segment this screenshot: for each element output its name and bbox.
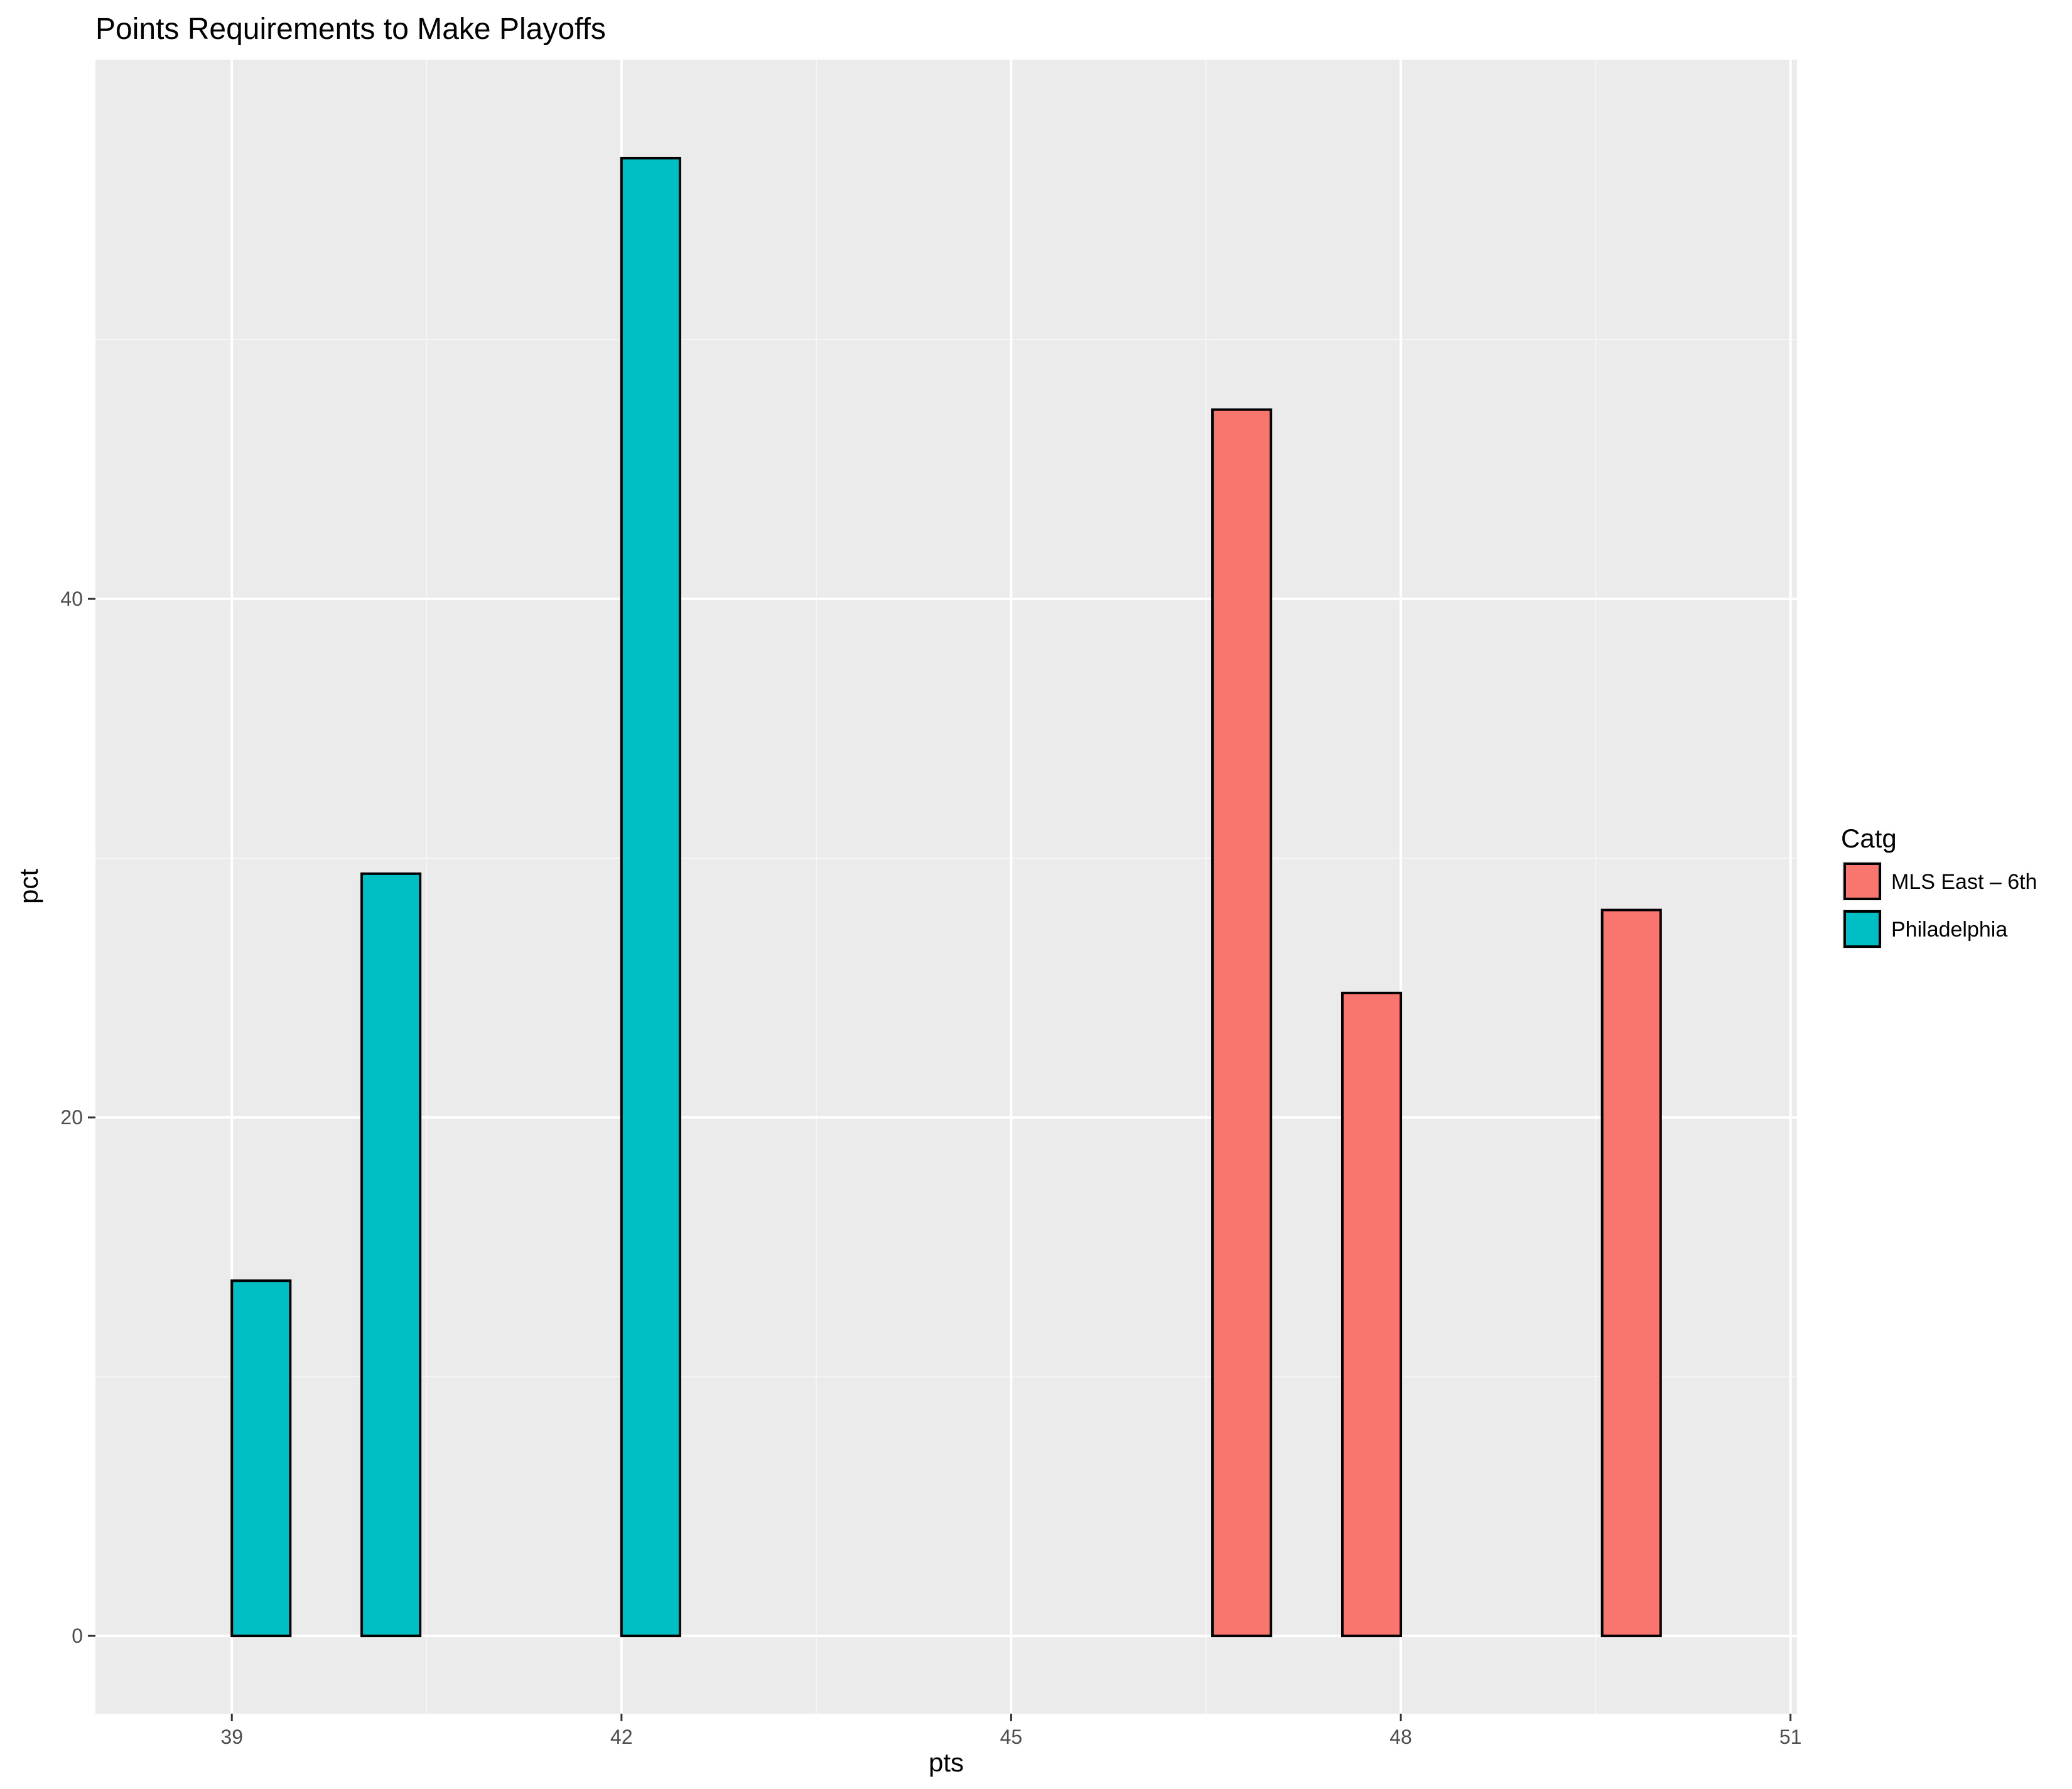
- legend-key: [1843, 862, 1881, 900]
- legend-label: MLS East – 6th: [1891, 870, 2037, 894]
- legend-key: [1843, 910, 1881, 948]
- bar-philadelphia-42: [620, 156, 681, 1638]
- x-axis-label: pts: [929, 1748, 964, 1777]
- y-tick-label: 0: [72, 1625, 83, 1647]
- y-axis-label: pct: [14, 869, 43, 904]
- bar-mls-east-6th-47: [1211, 408, 1273, 1638]
- plot-panel: [95, 60, 1797, 1714]
- chart-title: Points Requirements to Make Playoffs: [95, 13, 606, 46]
- x-axis: 39 42 45 48 51: [220, 1714, 1801, 1748]
- legend: Catg MLS East – 6th Philadelphia: [1841, 824, 2037, 949]
- x-tick-label: 42: [610, 1726, 633, 1748]
- x-tick-label: 39: [220, 1726, 243, 1748]
- legend-label: Philadelphia: [1891, 918, 2007, 942]
- grid-layer: [95, 60, 1797, 1714]
- legend-title: Catg: [1841, 824, 1897, 853]
- bar-mls-east-6th-48: [1341, 991, 1403, 1638]
- bar-mls-east-6th-50: [1600, 908, 1662, 1638]
- y-tick-label: 40: [60, 588, 83, 610]
- bars-layer: [230, 156, 1662, 1638]
- x-tick-label: 45: [1000, 1726, 1023, 1748]
- x-tick-label: 51: [1779, 1726, 1802, 1748]
- legend-items: MLS East – 6th Philadelphia: [1842, 861, 2037, 949]
- y-axis: 0 20 40: [60, 588, 95, 1647]
- bar-philadelphia-39: [230, 1279, 292, 1638]
- y-tick-label: 20: [60, 1106, 83, 1129]
- bar-philadelphia-40: [360, 872, 422, 1638]
- x-tick-label: 48: [1389, 1726, 1412, 1748]
